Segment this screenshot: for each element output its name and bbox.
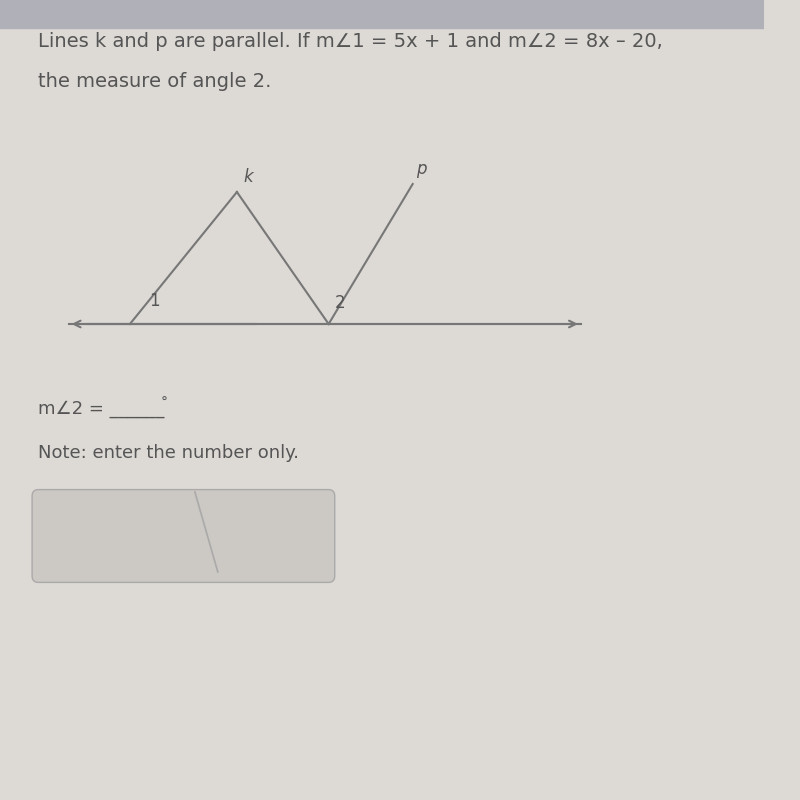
Text: m∠2 = ______: m∠2 = ______ [38, 400, 165, 418]
Text: Lines k and p are parallel. If m∠1 = 5x + 1 and m∠2 = 8x – 20,: Lines k and p are parallel. If m∠1 = 5x … [38, 32, 663, 51]
FancyBboxPatch shape [32, 490, 334, 582]
Text: the measure of angle 2.: the measure of angle 2. [38, 72, 271, 91]
Text: 1: 1 [149, 292, 160, 310]
Text: p: p [417, 160, 427, 178]
Bar [0, 0, 764, 28]
Text: k: k [243, 168, 253, 186]
Text: 2: 2 [334, 294, 346, 312]
Text: °: ° [161, 396, 167, 410]
Text: Note: enter the number only.: Note: enter the number only. [38, 444, 299, 462]
